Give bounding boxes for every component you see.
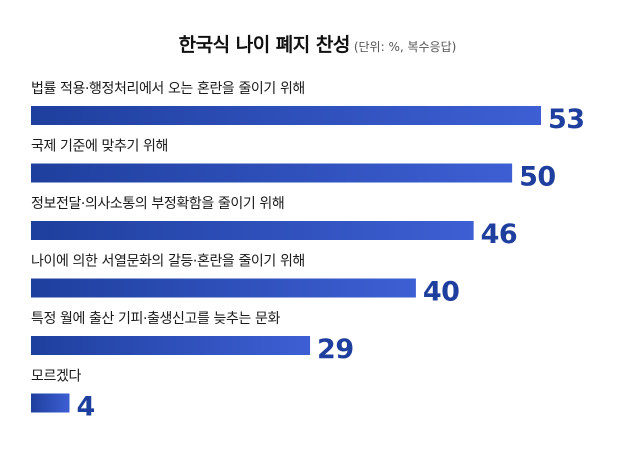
- value-label: 4: [76, 392, 94, 423]
- bar: [31, 336, 311, 355]
- bar: [31, 393, 70, 413]
- category-label: 모르겠다: [31, 369, 81, 385]
- value-label: 50: [519, 162, 556, 193]
- category-label: 특정 월에 출산 기피·출생신고를 늦추는 문화: [31, 311, 280, 327]
- bar: [31, 106, 541, 125]
- chart-subtitle: (단위: %, 복수응답): [353, 40, 457, 54]
- bar: [31, 221, 474, 240]
- category-label: 정보전달·의사소통의 부정확함을 줄이기 위해: [31, 196, 284, 212]
- category-label: 법률 적용·행정처리에서 오는 혼란을 줄이기 위해: [31, 81, 305, 97]
- value-label: 53: [548, 104, 585, 135]
- value-label: 46: [481, 219, 518, 250]
- value-label: 40: [423, 277, 460, 308]
- bar: [31, 278, 416, 298]
- category-label: 나이에 의한 서열문화의 갈등·혼란을 줄이기 위해: [31, 254, 305, 270]
- bar: [31, 163, 513, 183]
- value-label: 29: [317, 334, 354, 365]
- chart-title-area: 한국식 나이 폐지 찬성 (단위: %, 복수응답): [0, 30, 635, 57]
- category-label: 국제 기준에 맞추기 위해: [31, 139, 168, 155]
- chart-title: 한국식 나이 폐지 찬성: [178, 34, 351, 56]
- bar-group: 법률 적용·행정처리에서 오는 혼란을 줄이기 위해 53 국제 기준에 맞추기 위…: [31, 81, 585, 423]
